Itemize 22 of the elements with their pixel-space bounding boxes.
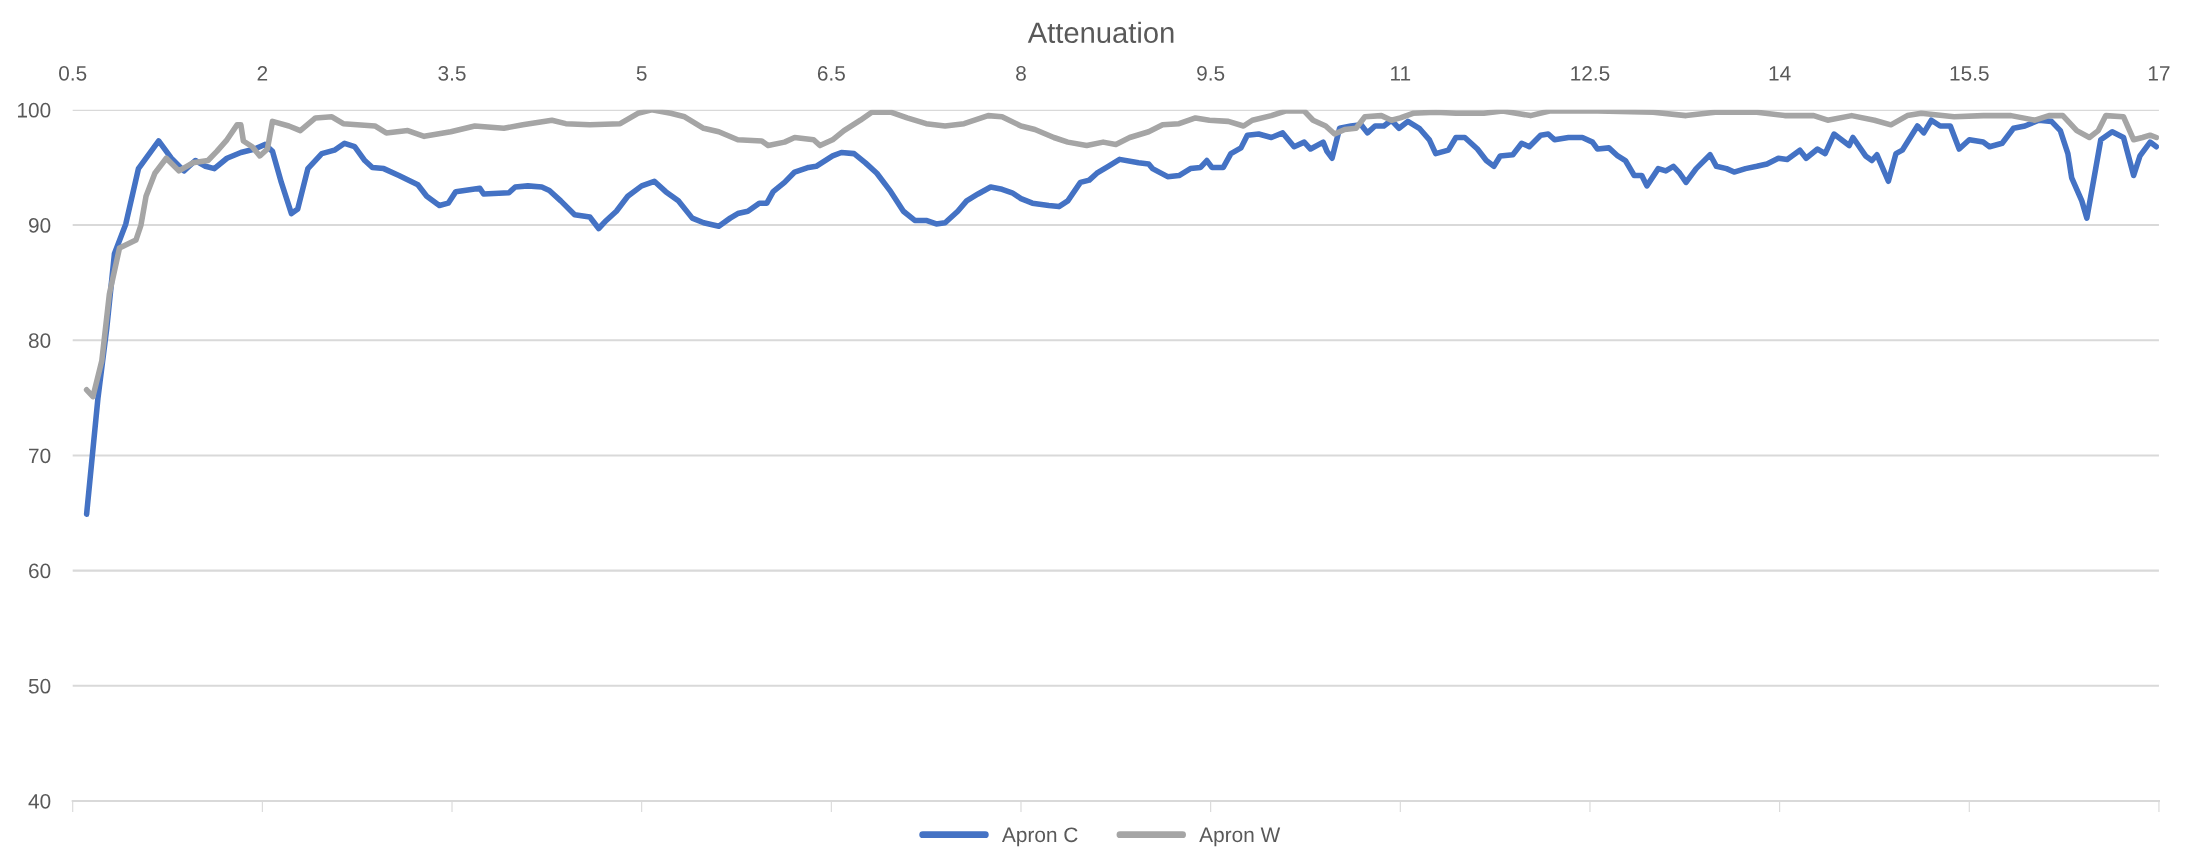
legend-label: Apron C <box>1001 827 1078 847</box>
y-tick-label: 100 <box>18 102 51 118</box>
y-tick-label: 40 <box>28 793 51 809</box>
x-tick-label: 5 <box>636 66 647 81</box>
x-tick-label: 12.5 <box>1571 65 1610 81</box>
x-tick-label: 3.5 <box>438 65 466 81</box>
y-tick-label: 70 <box>29 448 51 464</box>
x-tick-label: 2 <box>257 65 268 81</box>
x-tick-label: 0.5 <box>59 65 87 81</box>
x-tick-label: 8 <box>1016 65 1026 81</box>
x-tick-label: 9.5 <box>1197 65 1225 81</box>
y-tick-label: 50 <box>28 678 51 694</box>
y-tick-label: 60 <box>29 563 51 579</box>
x-tick-label: 11 <box>1391 66 1411 81</box>
y-tick-label: 80 <box>28 333 51 348</box>
x-tick-label: 14 <box>1769 66 1791 81</box>
legend-label: Apron W <box>1199 827 1281 847</box>
x-tick-label: 6.5 <box>817 65 845 81</box>
chart-title: Attenuation <box>1027 21 1174 44</box>
x-tick-label: 17 <box>2148 66 2170 81</box>
x-tick-label: 15.5 <box>1950 66 1989 81</box>
y-tick-label: 90 <box>28 218 51 233</box>
